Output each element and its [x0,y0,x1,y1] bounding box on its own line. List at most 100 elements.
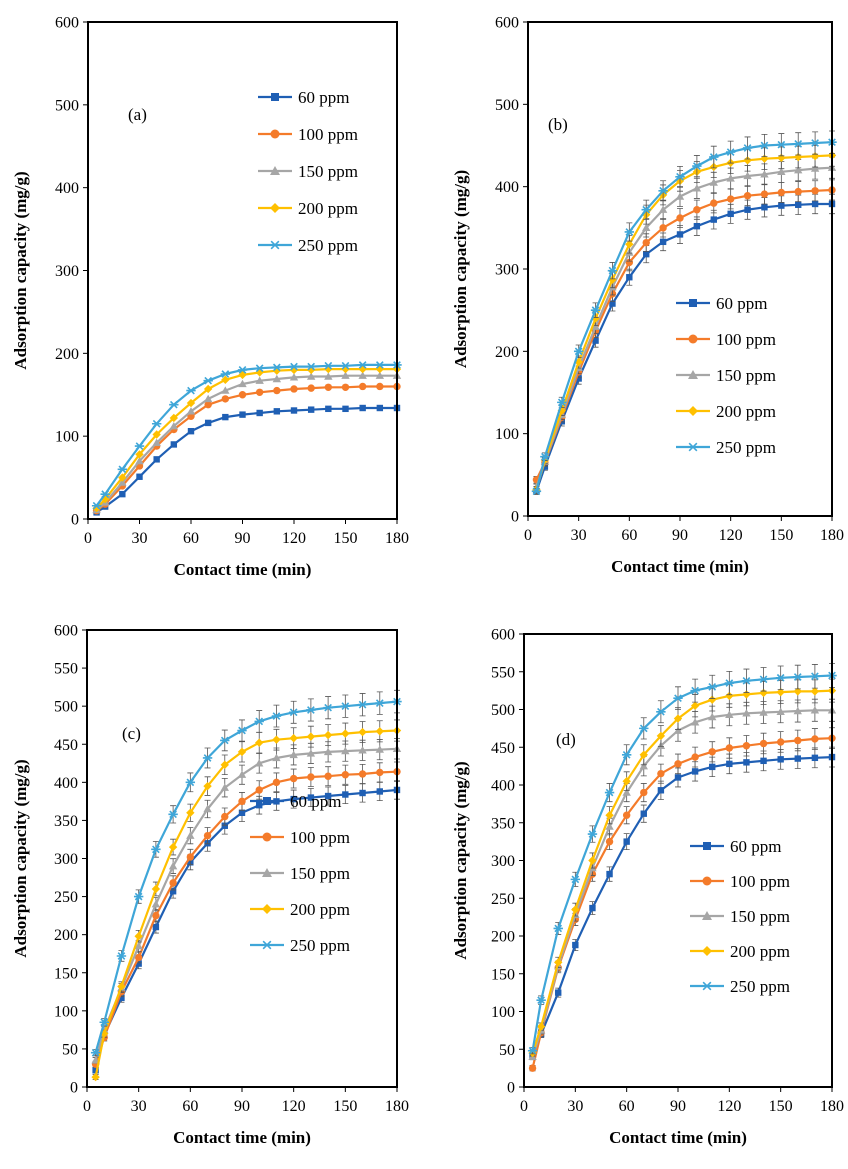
data-point [221,822,228,829]
y-tick-label: 550 [54,661,78,678]
y-tick-label: 200 [55,346,79,363]
data-point [134,953,143,962]
data-point [289,733,298,743]
data-point [340,702,351,711]
data-point [673,726,683,734]
data-point [709,763,716,771]
data-point [187,427,195,435]
legend-marker [270,129,280,139]
series-line [94,770,398,1065]
y-tick-label: 350 [54,813,78,830]
data-point [307,773,315,781]
data-point [118,478,127,486]
data-point [376,788,383,795]
y-axis-title: Adsorption capacity (mg/g) [451,170,470,368]
data-point [134,941,143,950]
data-point [674,774,682,781]
legend-label: 250 ppm [730,977,790,996]
data-point [204,400,212,409]
data-point [554,958,563,967]
data-point [570,875,581,884]
data-point [151,884,161,894]
data-point [220,370,231,378]
y-tick-label: 200 [54,927,78,944]
data-point [810,164,820,172]
legend-marker [269,240,281,250]
series-line [94,700,398,1053]
y-tick-label: 400 [495,179,519,196]
data-point [724,679,735,687]
data-point [758,675,769,684]
legend-marker [688,334,698,344]
data-point [776,140,787,149]
data-point [99,1018,109,1027]
chart-panel-d: 0 50 100 150 200 250 300 350 400 450 500 550 600 0 30 6… [451,627,844,1148]
series-250-ppm [531,130,837,496]
data-point [272,753,281,762]
data-point [793,687,802,696]
y-axis-title: Adsorption capacity (mg/g) [451,761,470,959]
data-point [220,783,229,791]
data-point [204,419,212,427]
x-axis-title: Contact time (min) [173,1128,311,1147]
legend-label: 150 ppm [730,907,790,926]
data-point [151,845,161,854]
data-point [659,238,667,246]
x-tick-label: 90 [234,1098,250,1115]
data-point [152,911,160,920]
legend-label: 100 ppm [716,330,776,349]
x-tick-label: 60 [619,1098,635,1115]
data-point [306,732,316,741]
data-point [341,383,350,391]
legend-marker [262,832,272,842]
data-point [237,726,247,735]
data-point [642,238,650,247]
data-point [793,706,802,715]
data-point [726,760,733,768]
data-point [288,708,299,717]
data-point [591,322,600,330]
x-tick-label: 150 [333,1098,357,1115]
legend-label: 200 ppm [730,942,790,961]
series-200-ppm [528,678,837,1058]
data-point [709,153,719,161]
data-point [676,214,684,222]
data-point [135,960,142,967]
data-point [307,794,315,801]
data-point [605,837,614,846]
data-point [271,712,282,720]
y-tick-label: 250 [491,891,515,908]
data-point [590,306,601,315]
data-point [186,407,196,415]
data-point [90,1048,101,1057]
legend-marker [702,911,712,920]
data-point [342,791,349,798]
data-point [325,405,332,413]
data-point [306,372,316,380]
data-point [186,398,196,408]
data-point [673,714,683,723]
y-tick-label: 100 [495,426,519,443]
data-point [135,450,144,459]
legend-marker [262,904,272,914]
data-point [794,755,801,762]
y-tick-label: 50 [62,1041,78,1058]
data-point [169,879,177,887]
x-tick-label: 180 [385,1098,409,1115]
data-point [742,709,751,717]
data-point [741,676,752,685]
data-point [289,373,299,381]
data-point [693,222,701,230]
data-point [255,738,264,747]
data-point [625,258,634,267]
data-point [185,778,196,787]
data-point [358,770,367,778]
plot-frame [87,21,398,520]
x-tick-label: 120 [282,1098,306,1115]
y-tick-label: 600 [495,15,519,32]
y-tick-label: 600 [55,15,79,32]
data-point [555,989,562,996]
series-line [95,368,397,509]
data-point [168,810,178,819]
data-point [605,811,614,820]
